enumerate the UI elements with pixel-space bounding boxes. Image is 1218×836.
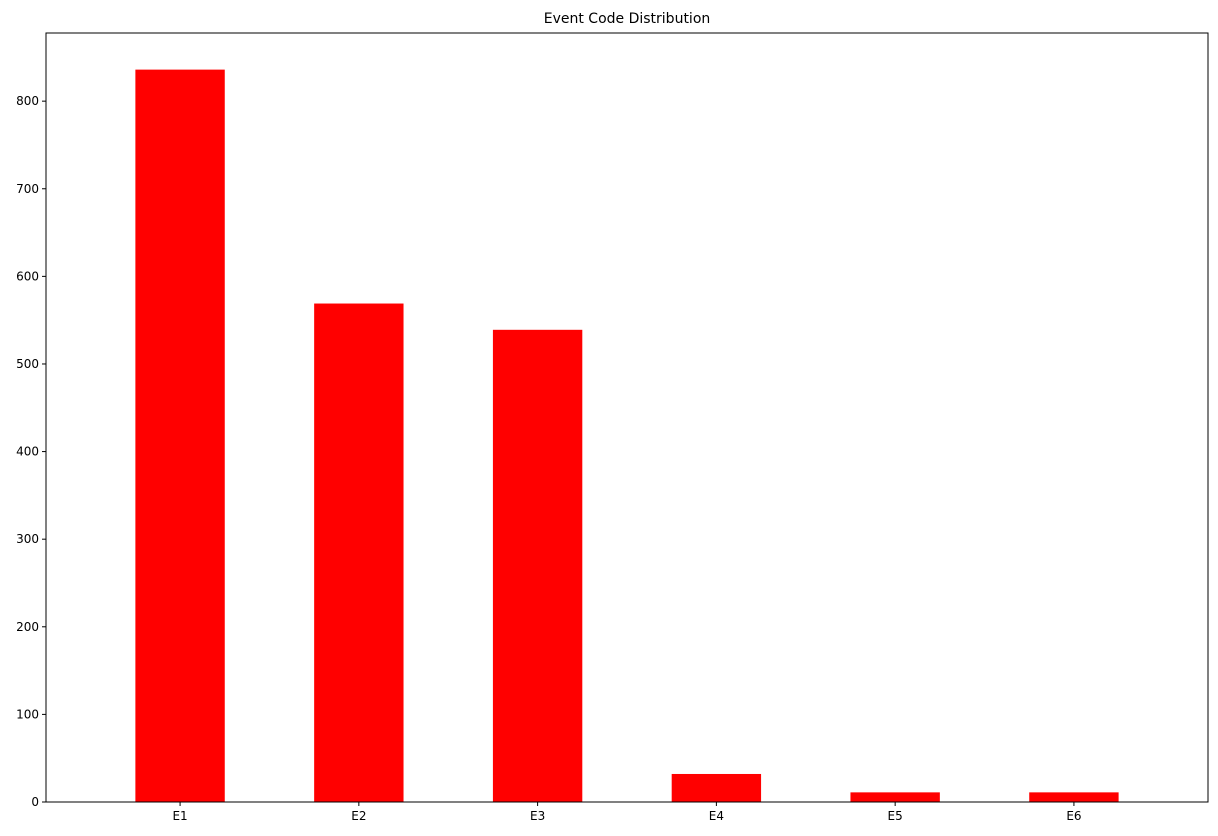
y-tick-label: 600 bbox=[16, 269, 39, 283]
y-tick-label: 500 bbox=[16, 357, 39, 371]
bar-e3 bbox=[492, 329, 583, 802]
x-axis: E1 E2 E3 E4 E5 E6 bbox=[172, 802, 1082, 823]
x-tick-label: E2 bbox=[351, 809, 366, 823]
bar-e2 bbox=[314, 303, 404, 802]
y-axis: 0 100 200 300 400 500 600 700 800 bbox=[16, 94, 46, 809]
x-tick-label: E6 bbox=[1066, 809, 1081, 823]
y-tick-label: 700 bbox=[16, 182, 39, 196]
plot-frame bbox=[45, 32, 1209, 803]
y-tick-label: 200 bbox=[16, 620, 39, 634]
bar-e1 bbox=[135, 69, 225, 803]
y-tick-label: 100 bbox=[16, 707, 39, 721]
x-tick-label: E5 bbox=[888, 809, 903, 823]
y-tick-label: 800 bbox=[16, 94, 39, 108]
x-tick-label: E3 bbox=[530, 809, 545, 823]
bar-e6 bbox=[1029, 792, 1119, 802]
chart-title: Event Code Distribution bbox=[544, 11, 711, 27]
x-tick-label: E1 bbox=[172, 809, 187, 823]
y-tick-label: 400 bbox=[16, 445, 39, 459]
bar-e4 bbox=[671, 773, 762, 802]
bar-e5 bbox=[850, 792, 940, 802]
bars-group bbox=[135, 69, 1119, 803]
y-tick-label: 0 bbox=[31, 795, 39, 809]
x-tick-label: E4 bbox=[709, 809, 724, 823]
y-tick-label: 300 bbox=[16, 532, 39, 546]
